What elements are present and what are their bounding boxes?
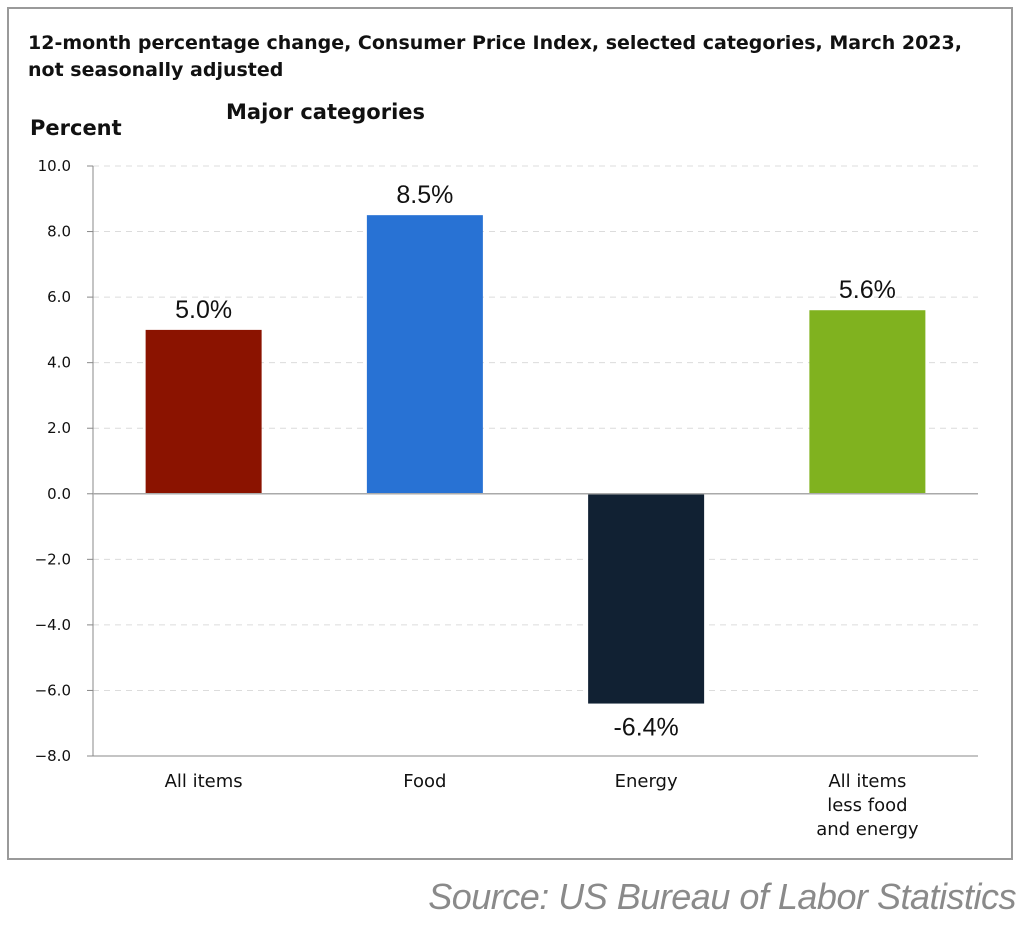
x-category-label: All items <box>165 771 243 792</box>
chart-title: 12-month percentage change, Consumer Pri… <box>28 32 962 81</box>
y-tick-label: −8.0 <box>35 747 71 765</box>
y-axis-label: Percent <box>30 116 122 140</box>
x-category-label: Food <box>403 771 446 792</box>
data-label: 8.5% <box>396 181 453 209</box>
source-credit: Source: US Bureau of Labor Statistics <box>428 876 1016 917</box>
y-tick-label: 0.0 <box>47 485 71 503</box>
x-category-label: and energy <box>816 819 919 840</box>
data-label: 5.6% <box>839 276 896 304</box>
bar <box>588 493 705 704</box>
y-tick-label: −4.0 <box>35 616 71 634</box>
chart-subtitle: Major categories <box>226 100 426 124</box>
data-label: 5.0% <box>175 296 232 324</box>
y-tick-label: 2.0 <box>47 419 71 437</box>
y-tick-label: −6.0 <box>35 681 71 699</box>
x-category-label: Energy <box>615 771 678 792</box>
y-tick-label: 10.0 <box>38 157 71 175</box>
bar <box>366 215 483 494</box>
x-category-label: less food <box>827 795 907 816</box>
y-tick-label: 4.0 <box>47 354 71 372</box>
y-tick-label: 6.0 <box>47 288 71 306</box>
bar <box>145 329 262 494</box>
x-category-label: All items <box>828 771 906 792</box>
y-tick-label: 8.0 <box>47 223 71 241</box>
data-label: -6.4% <box>613 714 678 742</box>
y-tick-label: −2.0 <box>35 550 71 568</box>
bar <box>809 310 926 494</box>
